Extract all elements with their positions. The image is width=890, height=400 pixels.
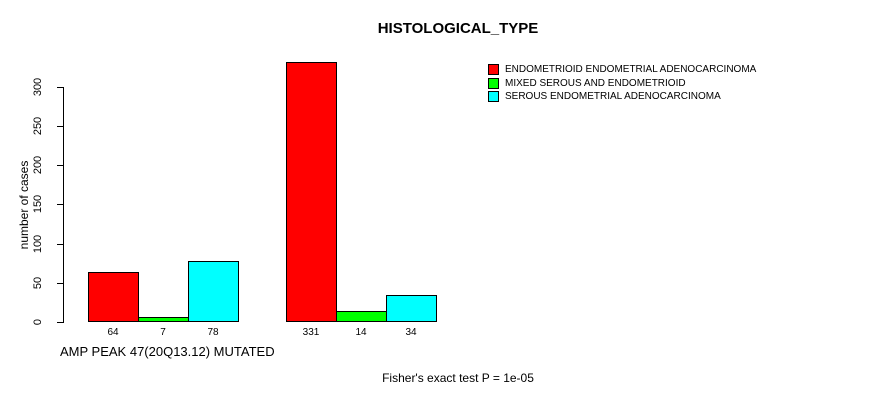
y-axis-tick-label: 100 — [32, 234, 44, 253]
bar — [336, 311, 387, 322]
y-axis-tick — [57, 282, 63, 284]
y-axis-line — [63, 86, 64, 323]
bar — [386, 295, 437, 322]
y-axis-tick-label: 50 — [32, 276, 44, 289]
legend-item: SEROUS ENDOMETRIAL ADENOCARCINOMA — [488, 90, 756, 104]
x-axis-label: AMP PEAK 47(20Q13.12) MUTATED — [60, 344, 275, 359]
bar — [138, 316, 189, 322]
fisher-test-note: Fisher's exact test P = 1e-05 — [382, 371, 534, 385]
bar-value-label: 14 — [355, 327, 367, 338]
y-axis-tick — [57, 86, 63, 88]
y-axis-tick-label: 150 — [32, 195, 44, 214]
bar-value-label: 34 — [405, 327, 417, 338]
bar-value-label: 78 — [207, 327, 219, 338]
legend-swatch — [488, 64, 499, 76]
legend-swatch — [488, 77, 499, 89]
y-axis-tick-label: 0 — [32, 318, 44, 326]
legend-label: MIXED SEROUS AND ENDOMETRIOID — [505, 77, 686, 89]
bar-value-label: 331 — [302, 327, 320, 338]
chart-title: HISTOLOGICAL_TYPE — [377, 20, 539, 37]
y-axis-tick — [57, 322, 63, 323]
legend: ENDOMETRIOID ENDOMETRIAL ADENOCARCINOMA M… — [488, 63, 756, 104]
y-axis-tick — [57, 125, 63, 127]
y-axis-tick-label: 200 — [32, 155, 44, 175]
bar — [88, 271, 139, 322]
bar-value-label: 7 — [160, 327, 166, 338]
legend-item: MIXED SEROUS AND ENDOMETRIOID — [488, 77, 756, 91]
bar-value-label: 64 — [107, 327, 119, 338]
legend-item: ENDOMETRIOID ENDOMETRIAL ADENOCARCINOMA — [488, 63, 756, 77]
y-axis-tick-label: 300 — [32, 77, 44, 96]
legend-label: ENDOMETRIOID ENDOMETRIAL ADENOCARCINOMA — [505, 64, 757, 76]
y-axis-tick — [57, 243, 63, 245]
legend-label: SEROUS ENDOMETRIAL ADENOCARCINOMA — [505, 91, 721, 103]
y-axis-label: number of cases — [17, 160, 31, 250]
y-axis-tick — [57, 165, 63, 166]
bar — [188, 260, 239, 322]
legend-swatch — [488, 91, 499, 103]
y-axis-tick-label: 250 — [32, 116, 44, 135]
bar — [286, 62, 337, 322]
y-axis-tick — [57, 204, 63, 206]
